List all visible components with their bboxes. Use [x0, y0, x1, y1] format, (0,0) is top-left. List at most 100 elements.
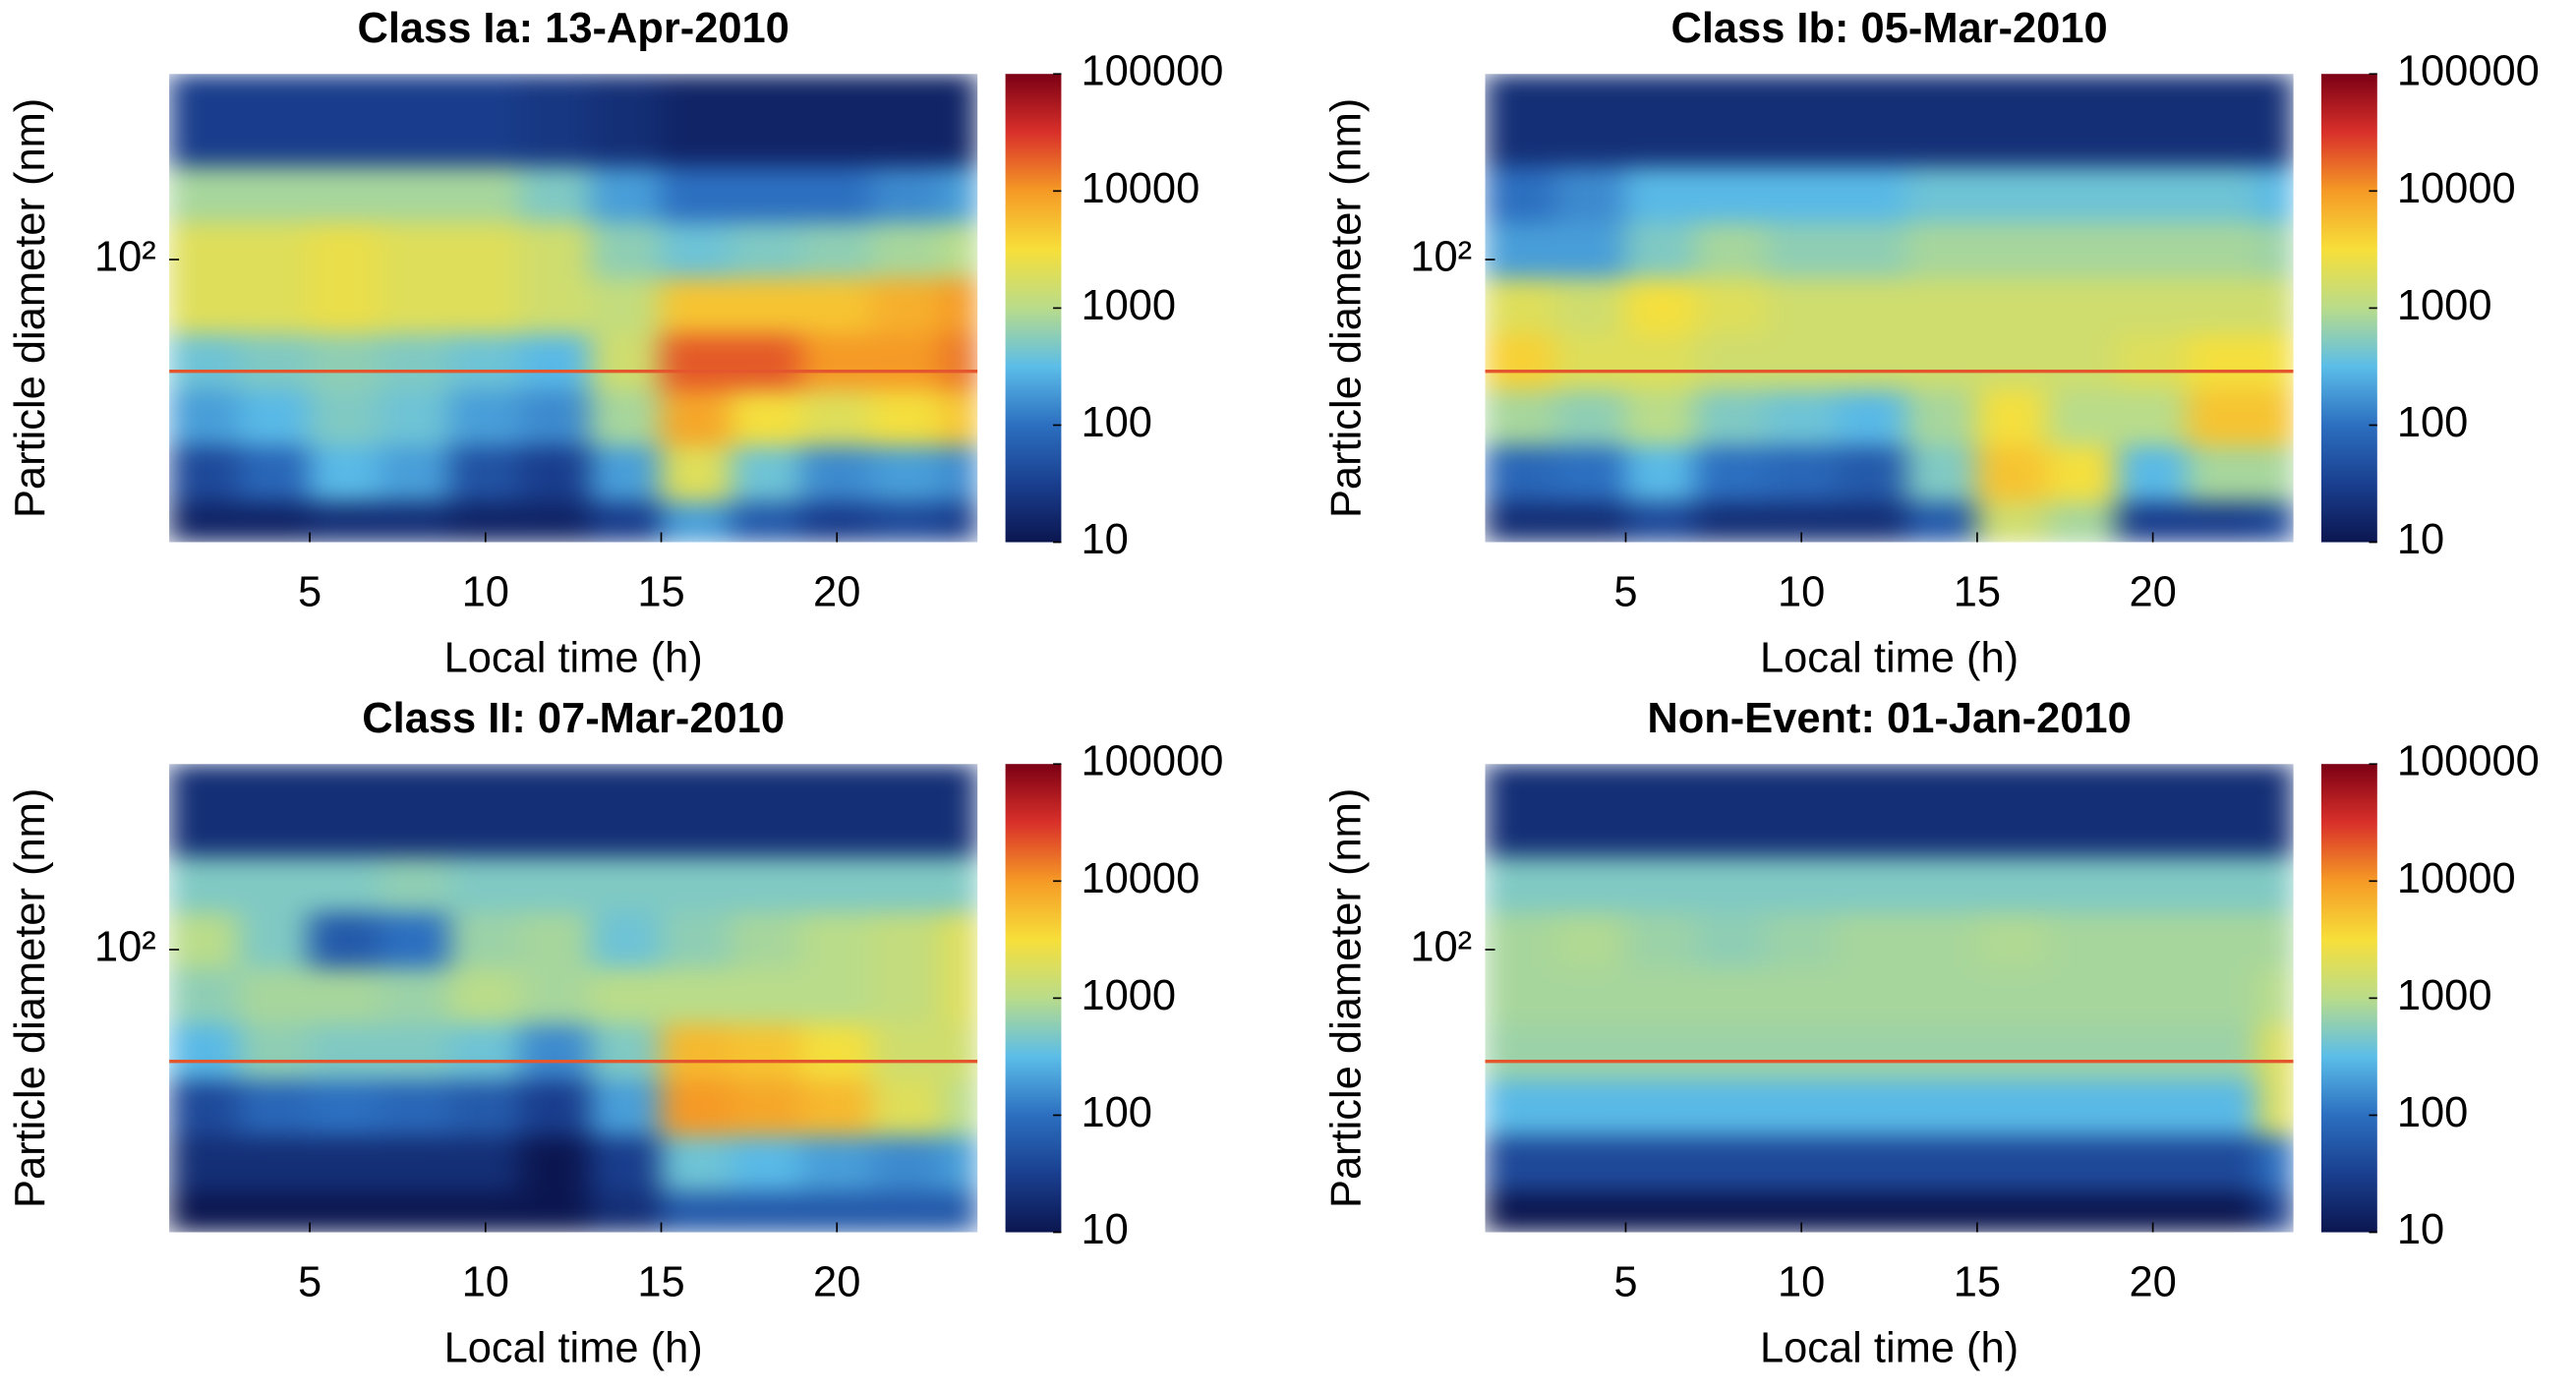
- heatmap-cell: [1765, 443, 1838, 502]
- heatmap-cell: [2046, 1133, 2119, 1192]
- heatmap-cell: [1485, 443, 1556, 502]
- heatmap-cell: [519, 443, 592, 502]
- heatmap-cell: [379, 1022, 451, 1080]
- heatmap-cell: [519, 1189, 592, 1233]
- heatmap-cell: [2117, 1133, 2190, 1192]
- heatmap-cell: [590, 164, 663, 223]
- colorbar-tick-label: 100: [2397, 399, 2468, 446]
- heatmap-cell: [1554, 164, 1627, 223]
- heatmap-cell: [941, 388, 978, 446]
- heatmap-cell: [800, 74, 873, 167]
- heatmap-cell: [379, 910, 451, 969]
- heatmap-cell: [2257, 220, 2294, 279]
- heatmap-cell: [449, 764, 522, 857]
- heatmap-cell: [449, 276, 522, 334]
- heatmap-cell: [1695, 220, 1768, 279]
- heatmap-cell: [169, 276, 241, 334]
- heatmap-cell: [449, 1022, 522, 1080]
- heatmap-cell: [941, 764, 978, 857]
- heatmap-cell: [1554, 854, 1627, 913]
- heatmap-cell: [2117, 443, 2190, 502]
- heatmap-cell: [519, 388, 592, 446]
- heatmap-cell: [941, 1189, 978, 1233]
- heatmap-cell: [169, 1133, 241, 1192]
- heatmap-cell: [1695, 164, 1768, 223]
- heatmap-cell: [1905, 388, 1978, 446]
- heatmap-cell: [2257, 332, 2294, 390]
- x-tick-label: 20: [2129, 1259, 2176, 1306]
- heatmap-cell: [941, 1133, 978, 1192]
- heatmap-cell: [519, 910, 592, 969]
- heatmap-cell: [238, 910, 311, 969]
- heatmap-cell: [731, 499, 803, 543]
- heatmap-cell: [800, 1022, 873, 1080]
- heatmap-cell: [731, 1189, 803, 1233]
- heatmap-cell: [379, 276, 451, 334]
- heatmap-cell: [1905, 332, 1978, 390]
- heatmap-cell: [1976, 966, 2049, 1024]
- heatmap-cell: [1624, 966, 1697, 1024]
- heatmap-cell: [1485, 854, 1556, 913]
- heatmap-cell: [1976, 388, 2049, 446]
- heatmap-cell: [1905, 1133, 1978, 1192]
- heatmap-cell: [309, 966, 381, 1024]
- heatmap-cell: [2257, 764, 2294, 857]
- heatmap-cell: [449, 332, 522, 390]
- heatmap-cell: [1836, 764, 1908, 857]
- heatmap-cell: [1905, 910, 1978, 969]
- heatmap-cell: [2257, 499, 2294, 543]
- y-axis-label: Particle diameter (nm): [1322, 788, 1370, 1208]
- heatmap-cell: [1905, 764, 1978, 857]
- heatmap-cell: [1976, 220, 2049, 279]
- colorbar-tick-label: 100000: [2397, 48, 2540, 95]
- heatmap-cell: [449, 1078, 522, 1136]
- heatmap-cell: [941, 276, 978, 334]
- heatmap-cell: [590, 1189, 663, 1233]
- heatmap-cell: [1554, 1189, 1627, 1233]
- heatmap-cell: [1554, 1022, 1627, 1080]
- heatmap-cell: [379, 332, 451, 390]
- heatmap-cell: [1836, 966, 1908, 1024]
- heatmap-cell: [2046, 854, 2119, 913]
- heatmap-cell: [660, 443, 732, 502]
- heatmap: [169, 764, 978, 1233]
- heatmap-cell: [238, 966, 311, 1024]
- heatmap-cell: [1905, 220, 1978, 279]
- heatmap-cell: [1485, 164, 1556, 223]
- heatmap-cell: [449, 854, 522, 913]
- heatmap-cell: [2117, 1078, 2190, 1136]
- heatmap-cell: [800, 276, 873, 334]
- heatmap-cell: [660, 220, 732, 279]
- heatmap-cell: [800, 164, 873, 223]
- heatmap-cell: [1976, 910, 2049, 969]
- colorbar-tick-label: 1000: [1081, 972, 1176, 1019]
- heatmap-cell: [1836, 332, 1908, 390]
- heatmap-cell: [1836, 499, 1908, 543]
- y-tick-label: 10²: [94, 234, 156, 281]
- heatmap-cell: [238, 74, 311, 167]
- heatmap-cell: [309, 1022, 381, 1080]
- colorbar-tick-label: 1000: [2397, 282, 2492, 329]
- heatmap-cell: [2046, 74, 2119, 167]
- heatmap-cell: [871, 1078, 944, 1136]
- heatmap-cell: [169, 74, 241, 167]
- heatmap-cell: [169, 220, 241, 279]
- heatmap-cell: [1905, 1078, 1978, 1136]
- heatmap-cell: [1836, 220, 1908, 279]
- colorbar-tick-label: 1000: [1081, 282, 1176, 329]
- heatmap-cell: [2046, 164, 2119, 223]
- heatmap-cell: [660, 764, 732, 857]
- heatmap-cell: [519, 764, 592, 857]
- heatmap-cell: [1485, 1022, 1556, 1080]
- heatmap-cell: [2257, 910, 2294, 969]
- heatmap-cell: [871, 388, 944, 446]
- heatmap-cell: [731, 910, 803, 969]
- chart-title: Non-Event: 01-Jan-2010: [1647, 695, 2131, 742]
- heatmap-cell: [660, 164, 732, 223]
- colorbar-tick-label: 100: [2397, 1089, 2468, 1136]
- x-tick-label: 5: [298, 1259, 322, 1306]
- heatmap-cell: [238, 1022, 311, 1080]
- heatmap-cell: [2187, 220, 2259, 279]
- heatmap-cell: [1485, 220, 1556, 279]
